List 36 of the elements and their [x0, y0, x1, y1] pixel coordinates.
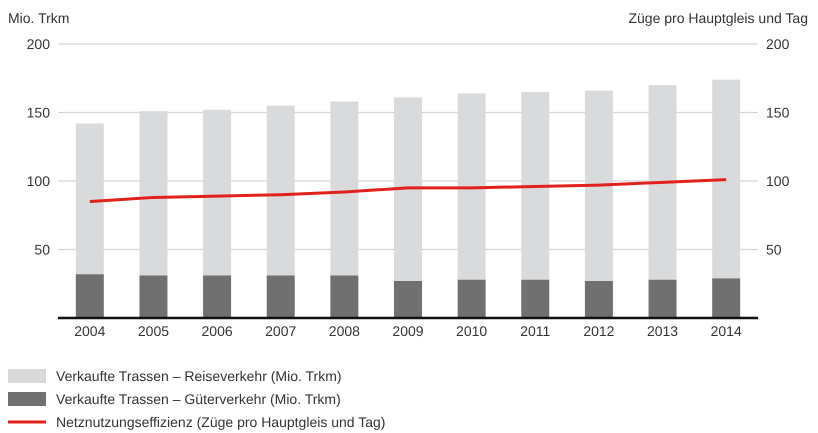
bar	[458, 280, 486, 318]
x-tick-label: 2012	[583, 322, 615, 339]
y-axis-title: Mio. Trkm	[8, 10, 70, 26]
bar	[330, 276, 358, 318]
y2-tick-label: 100	[766, 172, 790, 189]
y-tick-label: 150	[26, 104, 50, 120]
legend-label: Verkaufte Trassen – Güterverkehr (Mio. Trkm)	[56, 390, 341, 406]
y-tick-label: 50	[34, 241, 50, 258]
bar	[648, 280, 677, 318]
y2-tick-label: 200	[766, 36, 790, 52]
bar	[584, 281, 613, 318]
y-tick-label: 200	[26, 36, 50, 52]
x-tick-label: 2013	[646, 322, 678, 339]
bar	[521, 280, 550, 318]
x-tick-label: 2008	[328, 322, 360, 339]
y2-tick-label: 150	[766, 104, 790, 120]
y2-tick-label: 50	[766, 241, 782, 258]
y-tick-label: 100	[26, 172, 50, 189]
legend-label: Verkaufte Trassen – Reiseverkehr (Mio. Trkm)	[56, 368, 342, 384]
x-tick-label: 2011	[520, 322, 551, 339]
legend-label: Netznutzungseffizienz (Züge pro Hauptgleis und Tag)	[56, 414, 386, 430]
x-tick-label: 2010	[456, 322, 488, 339]
bar	[76, 274, 104, 318]
bar	[394, 281, 422, 318]
x-tick-label: 2014	[710, 322, 742, 339]
line-series	[88, 178, 728, 204]
x-tick-label: 2006	[202, 322, 233, 339]
y2-axis-title: Züge pro Hauptgleis und Tag	[628, 10, 808, 26]
bar	[266, 276, 295, 318]
x-tick-label: 2004	[74, 322, 106, 339]
bar	[139, 276, 168, 318]
x-tick-label: 2007	[265, 322, 297, 339]
x-tick-label: 2005	[138, 322, 170, 339]
bar	[712, 278, 740, 318]
bar	[203, 276, 232, 318]
x-tick-label: 2009	[392, 322, 424, 339]
